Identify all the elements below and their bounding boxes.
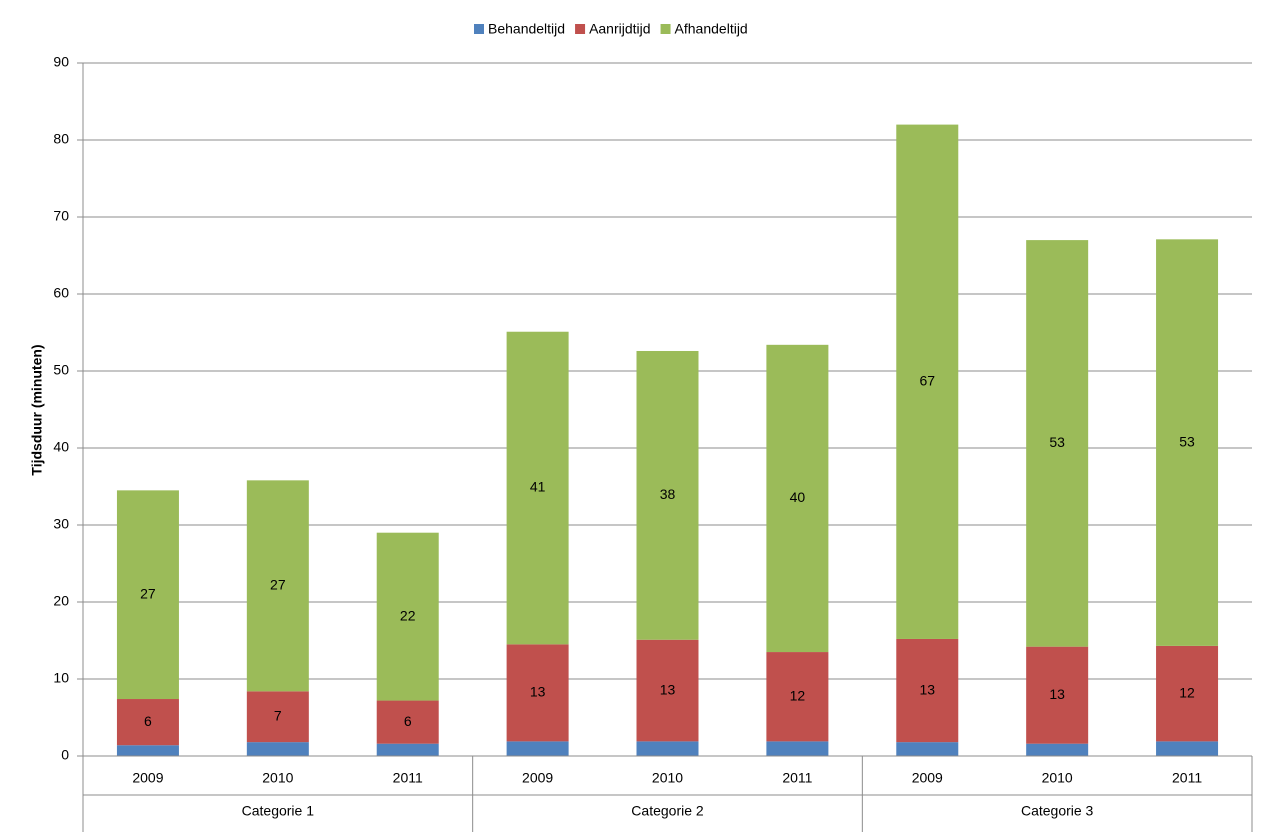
x-tick-label: 2009 [132, 770, 163, 786]
bar-segment [376, 532, 439, 701]
x-tick-label: 2010 [1042, 770, 1073, 786]
y-tick-label: 40 [53, 439, 69, 455]
legend-label: Aanrijdtijd [589, 21, 650, 37]
legend-swatch [660, 24, 671, 34]
data-label: 13 [660, 681, 676, 697]
bar-segment [636, 639, 699, 742]
group-label: Categorie 2 [631, 803, 704, 819]
bar-segment [896, 124, 959, 639]
legend-label: Behandeltijd [488, 21, 565, 37]
bar-segment [246, 691, 309, 743]
data-label: 13 [1049, 686, 1065, 702]
bar-segment [506, 644, 569, 742]
bar-segment [376, 700, 439, 744]
data-label: 13 [530, 684, 546, 700]
bar-segment [1156, 741, 1219, 756]
bar-segment [116, 699, 179, 746]
bar-segment [1156, 645, 1219, 742]
bar-segment [376, 743, 439, 756]
y-tick-label: 30 [53, 516, 69, 532]
data-label: 41 [530, 479, 546, 495]
x-tick-label: 2009 [912, 770, 943, 786]
y-tick-label: 10 [53, 670, 69, 686]
legend-swatch [575, 24, 586, 34]
bar-segment [896, 742, 959, 756]
data-label: 12 [790, 687, 806, 703]
bar-segment [766, 344, 829, 653]
group-label: Categorie 1 [242, 803, 315, 819]
data-label: 13 [919, 681, 935, 697]
group-label: Categorie 3 [1021, 803, 1094, 819]
y-tick-label: 50 [53, 362, 69, 378]
bar-segment [636, 741, 699, 756]
bar-segment [116, 745, 179, 756]
bar-segment [246, 480, 309, 692]
y-axis-title: Tijdsduur (minuten) [29, 344, 45, 475]
data-label: 40 [790, 489, 806, 505]
data-label: 6 [404, 713, 412, 729]
bar-segment [636, 350, 699, 640]
bar-segment [506, 331, 569, 645]
x-tick-label: 2011 [393, 770, 423, 786]
y-tick-label: 70 [53, 208, 69, 224]
legend-swatch [474, 24, 484, 34]
x-tick-label: 2011 [1172, 770, 1202, 786]
y-tick-label: 80 [53, 131, 69, 147]
bar-segment [506, 741, 569, 756]
data-label: 22 [400, 607, 416, 623]
bar-segment [246, 742, 309, 756]
x-tick-label: 2009 [522, 770, 553, 786]
bar-segment [116, 490, 179, 700]
bar-segment [766, 741, 829, 756]
bar-segment [1026, 646, 1089, 744]
data-label: 12 [1179, 684, 1195, 700]
data-label: 67 [919, 372, 935, 388]
data-label: 38 [660, 486, 676, 502]
bar-segment [896, 638, 959, 743]
y-tick-label: 0 [61, 747, 69, 763]
y-tick-label: 90 [53, 54, 69, 70]
data-label: 27 [140, 585, 156, 601]
bar-segment [1156, 239, 1219, 646]
data-label: 6 [144, 713, 152, 729]
data-label: 53 [1049, 434, 1065, 450]
x-tick-label: 2010 [652, 770, 683, 786]
data-label: 53 [1179, 433, 1195, 449]
legend-label: Afhandeltijd [675, 21, 748, 37]
data-label: 27 [270, 577, 286, 593]
bar-segment [1026, 240, 1089, 647]
x-tick-label: 2010 [262, 770, 293, 786]
y-tick-label: 60 [53, 285, 69, 301]
bar-segment [1026, 743, 1089, 756]
bar-segment [766, 652, 829, 742]
y-tick-label: 20 [53, 593, 69, 609]
x-tick-label: 2011 [782, 770, 812, 786]
data-label: 7 [274, 707, 282, 723]
